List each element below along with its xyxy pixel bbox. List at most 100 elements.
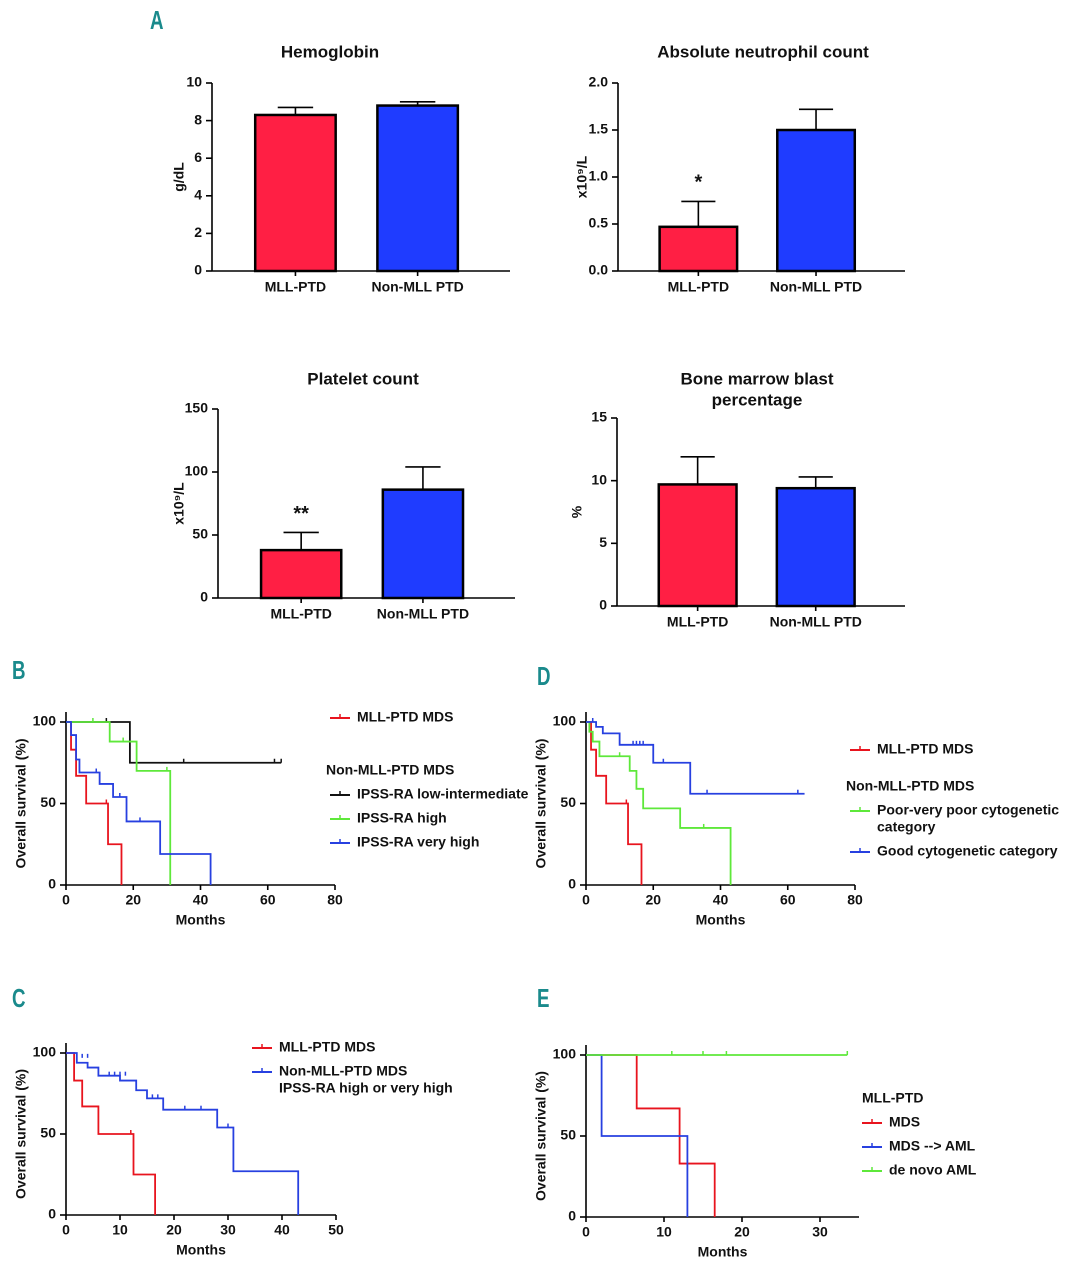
y-tick-label: 0.0 — [589, 262, 609, 278]
bar — [381, 488, 465, 600]
x-tick-label: 60 — [780, 892, 796, 908]
chart-title: percentage — [712, 390, 803, 409]
y-tick-label: 0 — [568, 876, 576, 892]
chart-panel: A 0 2 4 6 8 10 Hemoglobin g/dL MLL-PTD Non-MLL PTD — [150, 5, 510, 295]
legend-label: IPSS-RA very high — [357, 834, 479, 850]
y-tick-label: 0 — [48, 876, 56, 892]
chart-panel: 0.0 0.5 1.0 1.5 2.0 Absolute neutrophil count… — [574, 42, 905, 295]
x-axis-label: Months — [696, 912, 746, 928]
chart-title: Bone marrow blast — [680, 369, 833, 388]
y-tick-label: 5 — [599, 534, 607, 550]
x-tick-label: MLL-PTD — [265, 279, 326, 295]
survival-curve — [586, 721, 805, 795]
legend-subtitle: Non-MLL-PTD MDS — [846, 778, 974, 794]
x-tick-label: 0 — [582, 892, 590, 908]
legend-subtitle: Non-MLL-PTD MDS — [326, 762, 454, 778]
x-tick-label: Non-MLL PTD — [770, 279, 862, 295]
y-axis-label: x10⁹/L — [574, 155, 590, 198]
chart-panel: 0 50 100 150 Platelet count x10⁹/L MLL-PTD ** No… — [171, 369, 515, 622]
bar — [376, 104, 460, 273]
chart-panel: C 0 50 100 0 10 20 30 40 50 Months Overall survival… — [12, 983, 453, 1258]
x-tick-label: 20 — [734, 1224, 750, 1240]
y-tick-label: 0 — [568, 1208, 576, 1224]
chart-panel: E 0 50 100 0 10 20 30 Months Overall survival (%)… — [533, 983, 977, 1260]
y-tick-label: 100 — [33, 1044, 57, 1060]
y-axis-label: x10⁹/L — [171, 482, 187, 525]
chart-panel: B 0 50 100 0 20 40 60 80 Months Overall survival (… — [12, 655, 529, 928]
legend-label: MLL-PTD MDS — [357, 709, 453, 725]
x-tick-label: 40 — [274, 1222, 290, 1238]
x-tick-label: Non-MLL PTD — [377, 606, 469, 622]
x-tick-label: 20 — [166, 1222, 182, 1238]
legend-label: IPSS-RA high — [357, 810, 447, 826]
legend-label: MLL-PTD MDS — [279, 1039, 375, 1055]
bar — [775, 486, 856, 608]
y-tick-label: 15 — [591, 409, 607, 425]
legend-title: MLL-PTD — [862, 1090, 923, 1106]
bar — [658, 225, 739, 273]
survival-curve — [66, 721, 212, 885]
x-tick-label: Non-MLL PTD — [371, 279, 463, 295]
y-tick-label: 2.0 — [589, 74, 609, 90]
bar — [259, 548, 343, 600]
panel-letter: B — [12, 655, 26, 685]
y-tick-label: 100 — [33, 713, 57, 729]
x-tick-label: 10 — [112, 1222, 128, 1238]
legend-label: IPSS-RA low-intermediate — [357, 786, 529, 802]
y-tick-label: 50 — [40, 1125, 56, 1141]
y-tick-label: 100 — [553, 1046, 577, 1062]
y-tick-label: 10 — [186, 74, 202, 90]
significance-label: ** — [293, 503, 309, 525]
x-tick-label: 30 — [812, 1224, 828, 1240]
y-tick-label: 0 — [48, 1206, 56, 1222]
survival-curve — [586, 721, 732, 885]
legend-label: MDS — [889, 1114, 920, 1130]
significance-label: * — [694, 172, 702, 194]
y-tick-label: 1.0 — [589, 168, 609, 184]
y-tick-label: 0.5 — [589, 215, 609, 231]
y-axis-label: g/dL — [171, 162, 187, 192]
x-tick-label: 0 — [62, 892, 70, 908]
x-tick-label: 80 — [327, 892, 343, 908]
survival-curve — [586, 721, 643, 885]
legend-label: MDS --> AML — [889, 1138, 976, 1154]
y-axis-label: % — [569, 505, 585, 518]
legend-label: Non-MLL-PTD MDS — [279, 1063, 407, 1079]
x-tick-label: 60 — [260, 892, 276, 908]
y-tick-label: 0 — [194, 262, 202, 278]
y-tick-label: 50 — [560, 1127, 576, 1143]
survival-curve — [66, 721, 282, 764]
survival-curve — [66, 721, 172, 885]
x-tick-label: MLL-PTD — [270, 606, 331, 622]
chart-title: Absolute neutrophil count — [657, 42, 869, 61]
x-axis-label: Months — [176, 912, 226, 928]
y-tick-label: 2 — [194, 224, 202, 240]
legend-label: Poor-very poor cytogenetic — [877, 802, 1059, 818]
y-tick-label: 1.5 — [589, 121, 609, 137]
y-axis-label: Overall survival (%) — [13, 739, 29, 869]
x-axis-label: Months — [176, 1242, 226, 1258]
panel-letter: E — [537, 983, 549, 1013]
y-tick-label: 50 — [192, 526, 208, 542]
x-tick-label: 10 — [656, 1224, 672, 1240]
y-tick-label: 6 — [194, 149, 202, 165]
y-tick-label: 50 — [560, 794, 576, 810]
chart-panel: D 0 50 100 0 20 40 60 80 Months Overall survival (… — [533, 661, 1060, 928]
x-tick-label: 40 — [193, 892, 209, 908]
legend-label: de novo AML — [889, 1162, 977, 1178]
y-tick-label: 100 — [185, 463, 209, 479]
chart-title: Platelet count — [307, 369, 419, 388]
y-axis-label: Overall survival (%) — [533, 739, 549, 869]
x-tick-label: 20 — [125, 892, 141, 908]
y-tick-label: 8 — [194, 111, 202, 127]
chart-title: Hemoglobin — [281, 42, 379, 61]
x-tick-label: 80 — [847, 892, 863, 908]
x-tick-label: 50 — [328, 1222, 344, 1238]
y-tick-label: 10 — [591, 471, 607, 487]
x-tick-label: 40 — [713, 892, 729, 908]
legend-label: IPSS-RA high or very high — [279, 1080, 453, 1096]
bar — [657, 483, 738, 608]
x-tick-label: MLL-PTD — [668, 279, 729, 295]
y-tick-label: 0 — [599, 597, 607, 613]
